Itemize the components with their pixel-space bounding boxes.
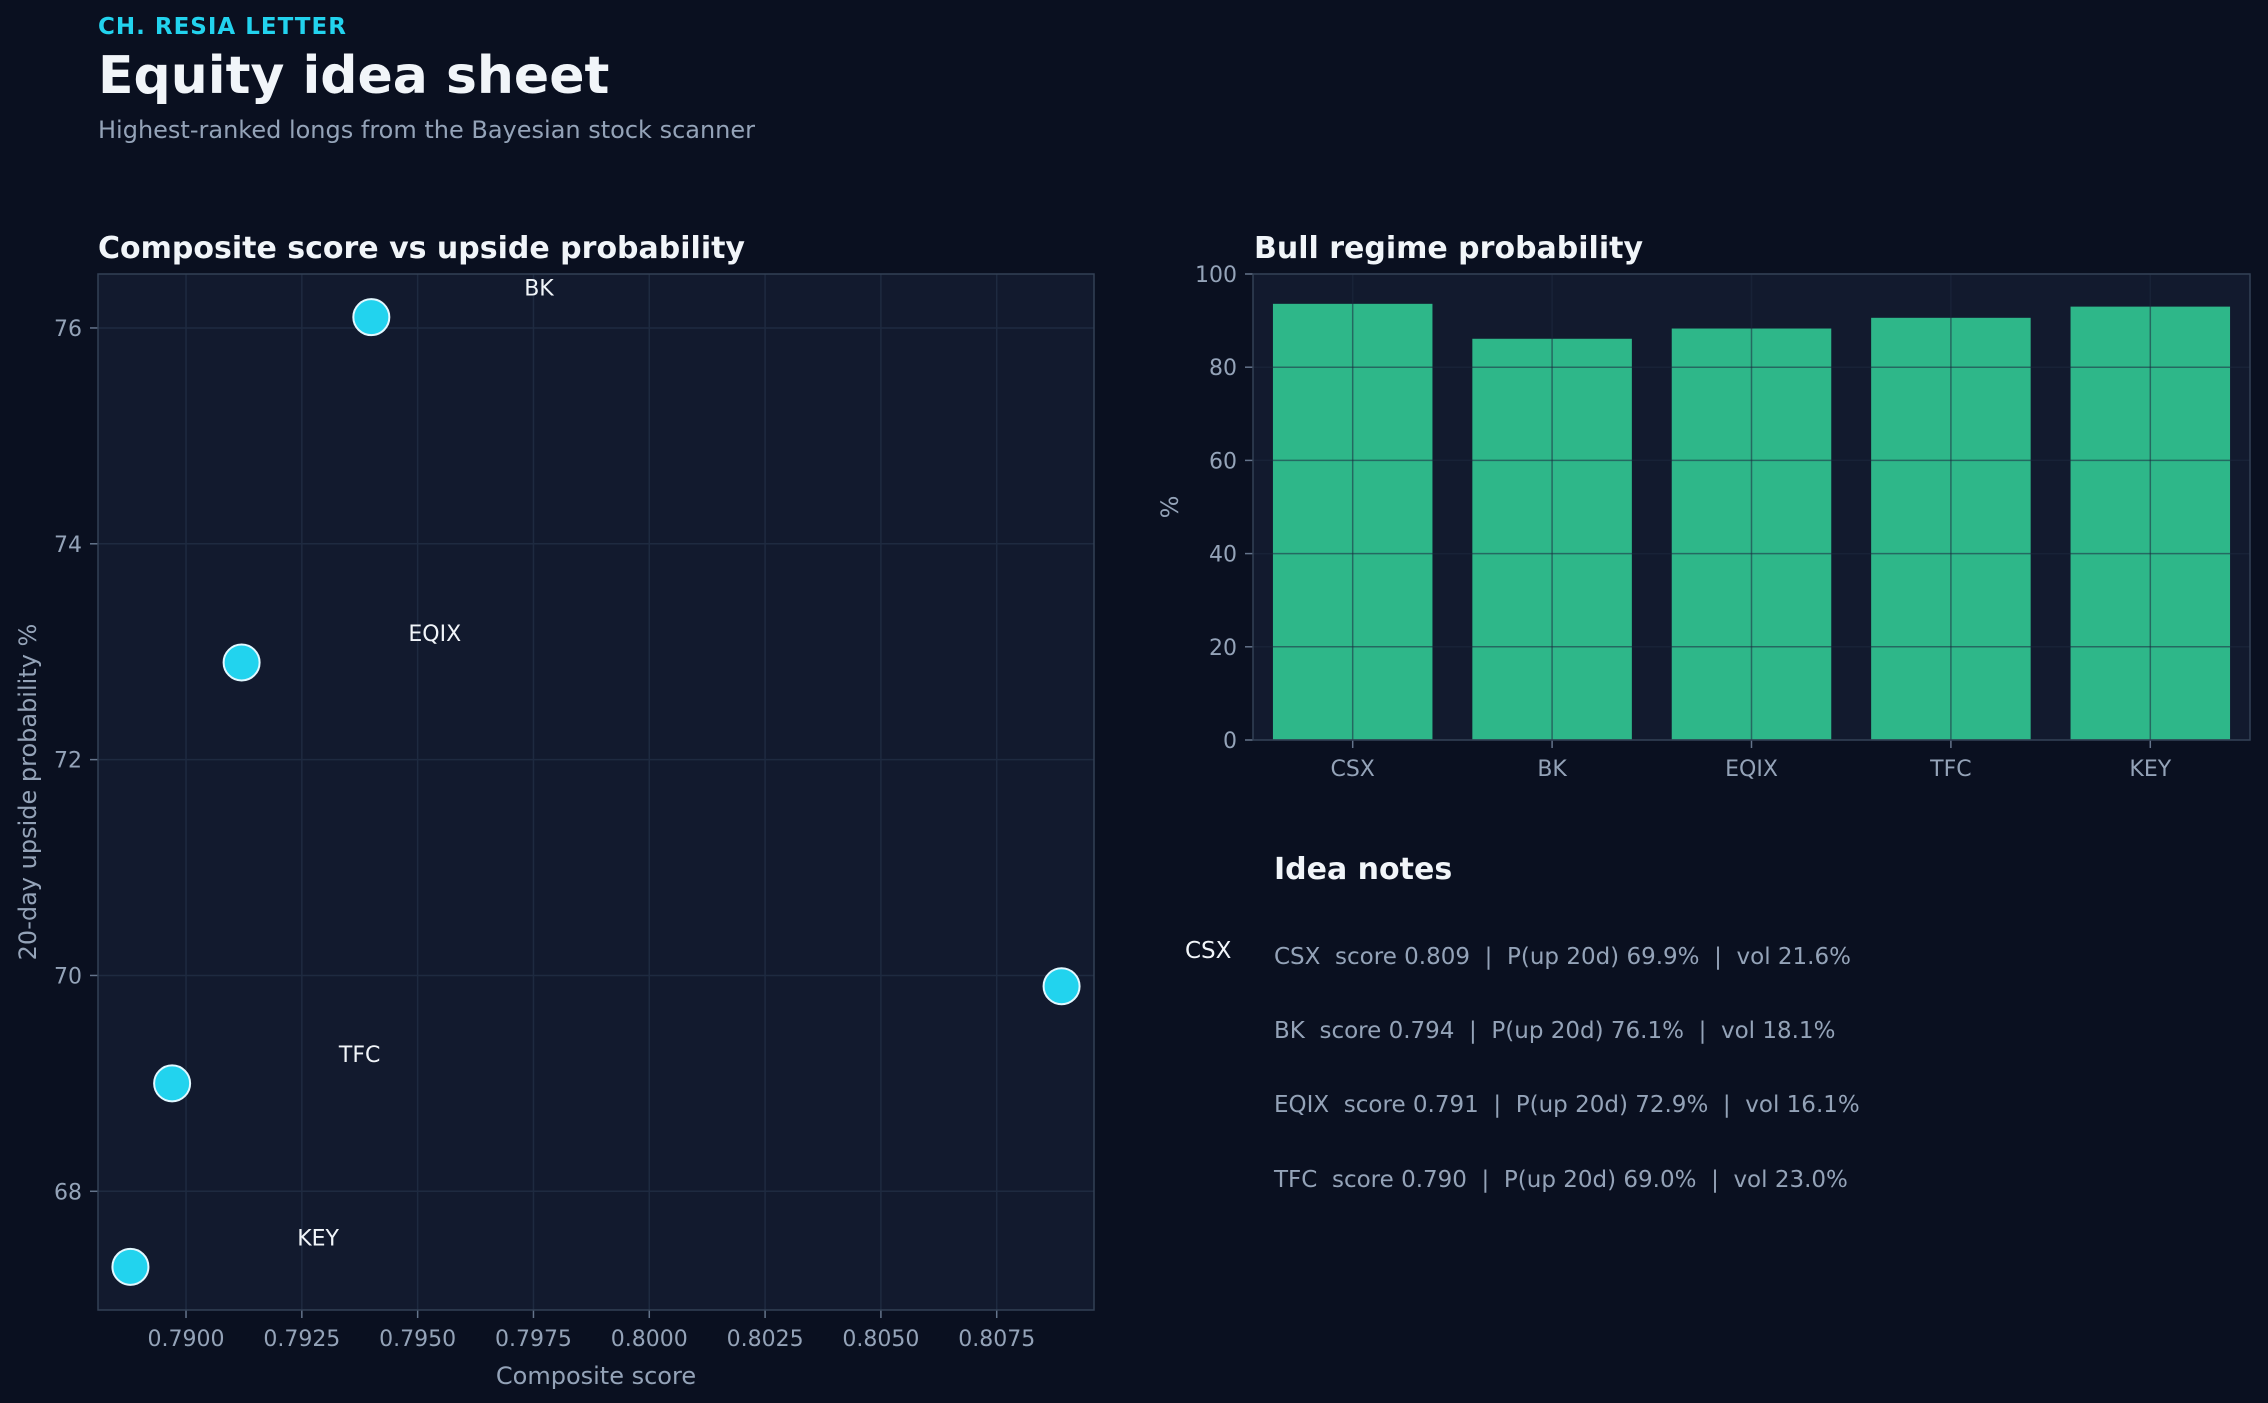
scatter-x-axis-label: Composite score — [496, 1362, 696, 1390]
scatter-chart: 0.7900 0.7925 0.7950 0.7975 0.8000 0.8025 0.80… — [14, 273, 1095, 1390]
note-item: CSX score 0.809 | P(up 20d) 69.9% | vol … — [1274, 944, 1851, 970]
scatter-y-tick-label: 68 — [54, 1180, 82, 1205]
scatter-point — [153, 1064, 192, 1103]
scatter-x-tick-label: 0.8000 — [611, 1327, 688, 1352]
scatter-y-tick-label: 72 — [54, 749, 82, 774]
note-item: TFC score 0.790 | P(up 20d) 69.0% | vol … — [1274, 1167, 1848, 1193]
page-title: Equity idea sheet — [98, 46, 610, 106]
scatter-x-tick-label: 0.7950 — [379, 1327, 456, 1352]
notes-title: Idea notes — [1274, 852, 1453, 887]
scatter-x-tick-label: 0.7900 — [148, 1327, 225, 1352]
bar-y-tick-label: 0 — [1223, 729, 1237, 754]
scatter-x-tick-label: 0.8050 — [842, 1327, 919, 1352]
bar-x-tick-label: BK — [1537, 757, 1567, 782]
scatter-point — [111, 1247, 150, 1286]
scatter-frame — [97, 273, 1095, 1311]
scatter-point — [222, 643, 261, 682]
scatter-y-tick-label: 74 — [54, 533, 82, 558]
bar-x-tick-label: KEY — [2129, 757, 2171, 782]
bar-y-tick-label: 20 — [1209, 636, 1237, 661]
scatter-x-tick-label: 0.7925 — [263, 1327, 340, 1352]
scatter-plot-area — [98, 274, 1094, 1310]
page-subtitle: Highest-ranked longs from the Bayesian s… — [98, 116, 756, 144]
scatter-x-tick-label: 0.7975 — [495, 1327, 572, 1352]
bar-y-tick-label: 80 — [1209, 356, 1237, 381]
scatter-point-label: EQIX — [408, 622, 461, 647]
letter-kicker: CH. RESIA LETTER — [98, 14, 347, 40]
scatter-x-tick-label: 0.8025 — [727, 1327, 804, 1352]
bar-y-tick-label: 100 — [1195, 263, 1237, 288]
scatter-x-tick-label: 0.8075 — [958, 1327, 1035, 1352]
bar-y-tick-label: 40 — [1209, 543, 1237, 568]
scatter-point-label: KEY — [297, 1226, 339, 1251]
scatter-point-label: BK — [524, 277, 554, 302]
note-item: BK score 0.794 | P(up 20d) 76.1% | vol 1… — [1274, 1018, 1836, 1044]
scatter-y-tick-label: 76 — [54, 317, 82, 342]
notes-stray-label: CSX — [1185, 938, 1232, 964]
bar-x-tick-label: EQIX — [1725, 757, 1778, 782]
bar-y-tick-label: 60 — [1209, 449, 1237, 474]
bar-y-axis-label: % — [1156, 496, 1184, 519]
scatter-y-tick-label: 70 — [54, 964, 82, 989]
bar-chart: CSX BK EQIX TFC KEY 0 20 40 60 80 100% — [1156, 263, 2251, 782]
scatter-y-axis-label: 20-day upside probability % — [14, 624, 42, 961]
bar-x-tick-label: CSX — [1330, 757, 1374, 782]
bar-title: Bull regime probability — [1254, 231, 1644, 266]
scatter-point-label: TFC — [338, 1043, 380, 1068]
bar-frame — [1252, 273, 2251, 741]
scatter-point — [1042, 967, 1081, 1006]
note-item: EQIX score 0.791 | P(up 20d) 72.9% | vol… — [1274, 1092, 1860, 1118]
scatter-title: Composite score vs upside probability — [98, 231, 745, 266]
scatter-point — [352, 298, 391, 337]
bar-x-tick-label: TFC — [1929, 757, 1971, 782]
